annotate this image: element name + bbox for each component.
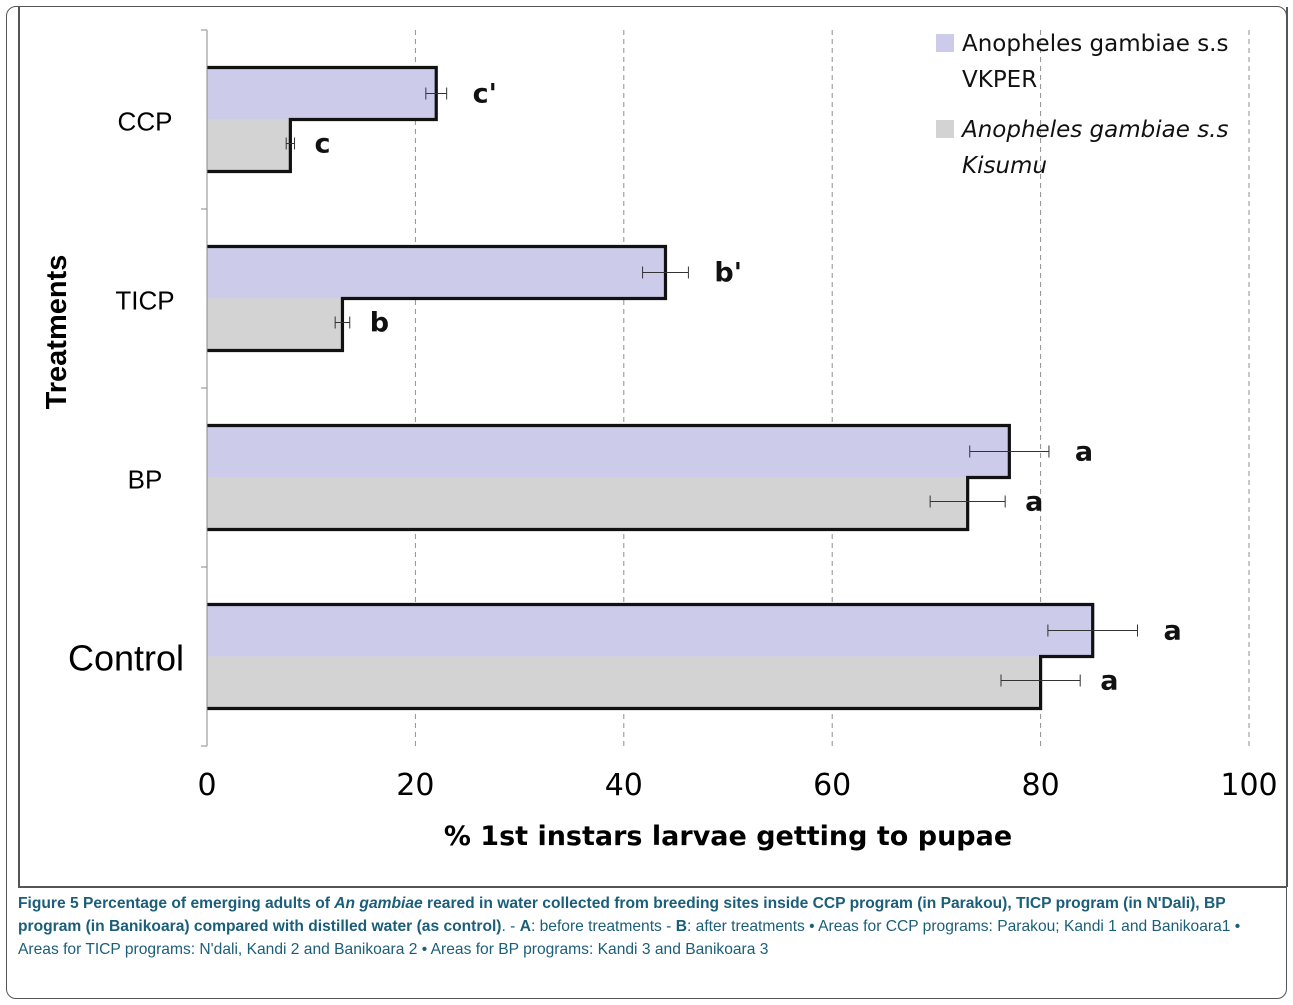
- category-label-ticp: TICP: [115, 286, 174, 316]
- axes: [201, 29, 208, 747]
- plot-right-border: [1286, 7, 1288, 887]
- x-tick-label: 100: [1220, 768, 1277, 803]
- bar-vkper-ticp: [207, 246, 666, 299]
- data-label-kisumu: a: [1025, 487, 1043, 518]
- bar-outline-bp: [207, 423, 1011, 532]
- labels: 0 20 40 60 80 100 % 1st instars larvae getting…: [41, 79, 1278, 853]
- bar-vkper-ccp: [207, 67, 437, 120]
- caption-title-part1: Percentage of emerging adults of: [83, 895, 330, 912]
- legend-label-kisumu: Anopheles gambiae s.s: [960, 117, 1228, 143]
- data-label-vkper: b': [714, 258, 742, 289]
- legend-swatch-vkper: [936, 34, 954, 52]
- caption-text-after: : after treatments • Areas for CCP progr…: [18, 918, 1241, 958]
- bars: [207, 65, 1139, 711]
- caption-text-before: : before treatments -: [530, 918, 676, 935]
- plot-left-border: [18, 7, 20, 887]
- data-label-kisumu: b: [370, 308, 389, 339]
- x-tick-label: 40: [605, 768, 643, 803]
- bar-outline-control: [207, 602, 1095, 711]
- bar-kisumu-ccp: [207, 119, 291, 172]
- y-axis-label: Treatments: [41, 255, 73, 410]
- x-axis-label: % 1st instars larvae getting to pupae: [444, 821, 1012, 852]
- legend: Anopheles gambiae s.s VKPER Anopheles gamb…: [936, 31, 1228, 179]
- category-label-bp: BP: [128, 465, 163, 495]
- data-label-kisumu: c: [315, 129, 331, 160]
- plot-bottom-border: [18, 886, 1286, 888]
- bar-vkper-bp: [207, 425, 1010, 478]
- bar-kisumu-control: [207, 656, 1041, 709]
- x-tick-label: 60: [813, 768, 851, 803]
- data-label-vkper: a: [1164, 616, 1182, 647]
- figure-caption: Figure 5 Percentage of emerging adults o…: [18, 892, 1280, 961]
- x-tick-label: 0: [197, 768, 216, 803]
- data-label-vkper: c': [473, 79, 497, 110]
- bar-kisumu-bp: [207, 477, 968, 530]
- data-label-vkper: a: [1075, 437, 1093, 468]
- legend-label-vkper: Anopheles gambiae s.s: [962, 31, 1228, 57]
- category-label-control: Control: [68, 638, 184, 679]
- x-tick-label: 20: [396, 768, 434, 803]
- x-tick-label: 80: [1022, 768, 1060, 803]
- legend-label-kisumu: Kisumu: [962, 153, 1047, 179]
- bar-vkper-control: [207, 604, 1093, 657]
- caption-label-b: B: [675, 918, 687, 935]
- caption-text-a: . -: [501, 918, 520, 935]
- bar-chart: 0 20 40 60 80 100 % 1st instars larvae getting…: [41, 29, 1278, 853]
- legend-swatch-kisumu: [936, 120, 954, 138]
- bar-outline-ticp: [207, 244, 668, 353]
- caption-title-part2: reared in water collected from breeding …: [18, 895, 1226, 935]
- bar-outline-ccp: [207, 65, 438, 174]
- legend-label-vkper: VKPER: [962, 67, 1037, 93]
- caption-title-italic: An gambiae: [334, 895, 423, 912]
- data-label-kisumu: a: [1100, 666, 1118, 697]
- caption-label-a: A: [519, 918, 531, 935]
- caption-figure-label: Figure 5: [18, 895, 79, 912]
- bar-kisumu-ticp: [207, 298, 343, 351]
- category-label-ccp: CCP: [118, 107, 173, 137]
